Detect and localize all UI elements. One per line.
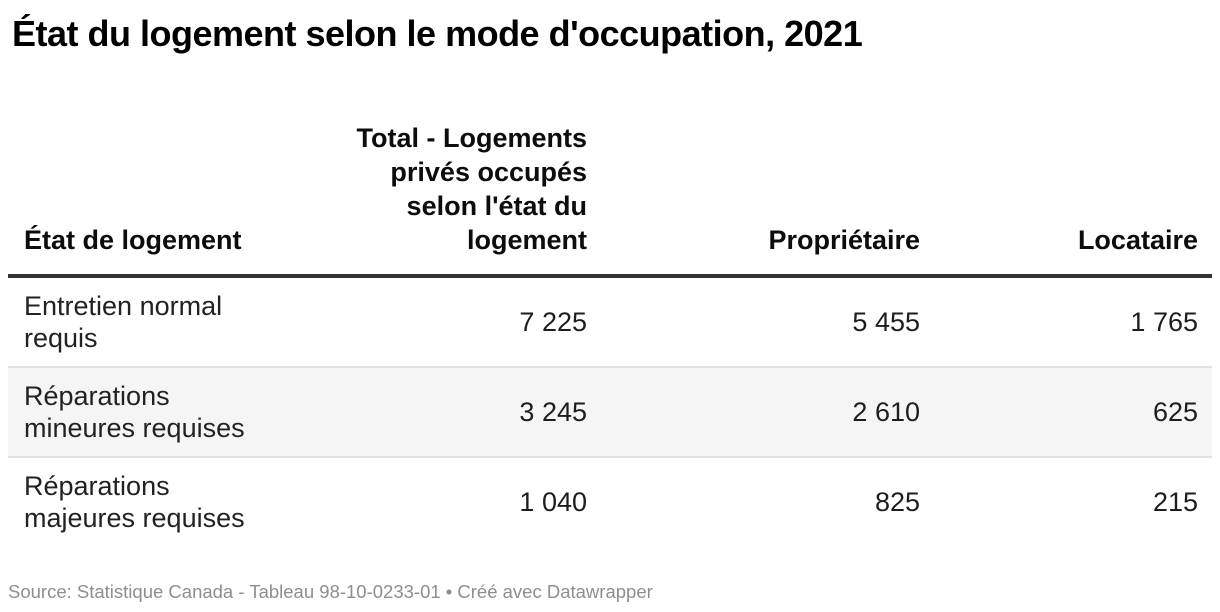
row-label: Réparations majeures requises	[24, 471, 245, 534]
source-credit-line: Source: Statistique Canada - Tableau 98-…	[8, 581, 653, 603]
table-header-row: État de logement Total - Logements privé…	[8, 121, 1212, 277]
table-row-reparations-mineures: Réparations mineures requises 3 245 2 61…	[8, 367, 1212, 458]
cell-proprietaire: 5 455	[852, 307, 920, 338]
page-title: État du logement selon le mode d'occupat…	[12, 13, 863, 54]
cell-locataire: 215	[1152, 487, 1198, 518]
table-row-reparations-majeures: Réparations majeures requises 1 040 825 …	[8, 457, 1212, 546]
cell-total: 7 225	[519, 307, 587, 338]
cell-locataire: 1 765	[1130, 307, 1198, 338]
column-header-locataire: Locataire	[1077, 225, 1198, 256]
column-header-proprietaire: Propriétaire	[768, 225, 920, 256]
cell-proprietaire: 2 610	[852, 397, 920, 428]
column-header-etat-de-logement: État de logement	[24, 225, 242, 256]
cell-locataire: 625	[1152, 397, 1198, 428]
cell-proprietaire: 825	[874, 487, 920, 518]
row-label: Entretien normal requis	[24, 291, 223, 354]
table-body: Entretien normal requis 7 225 5 455 1 76…	[8, 276, 1212, 546]
cell-total: 1 040	[519, 487, 587, 518]
table-header: État de logement Total - Logements privé…	[8, 121, 1212, 277]
data-table: État de logement Total - Logements privé…	[8, 121, 1212, 546]
cell-total: 3 245	[519, 397, 587, 428]
row-label: Réparations mineures requises	[24, 381, 245, 444]
column-header-total: Total - Logements privés occupés selon l…	[356, 123, 587, 256]
table-row-entretien-normal: Entretien normal requis 7 225 5 455 1 76…	[8, 276, 1212, 367]
